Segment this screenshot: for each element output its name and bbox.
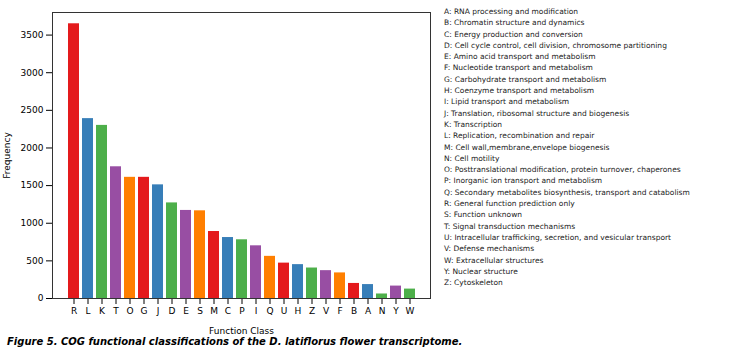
svg-text:U: U <box>281 306 288 316</box>
html-text:M: Cell wall,membrane,envelope: M: Cell wall,membrane,envelope biogenesi… <box>444 142 610 152</box>
html-text:C: Energy production and conve: C: Energy production and conversion <box>444 29 583 39</box>
html-text:H: Coenzyme transport and meta: H: Coenzyme transport and metabolism <box>444 86 595 96</box>
svg-text:500: 500 <box>26 256 43 266</box>
svg-text:R: R <box>71 306 77 316</box>
html-text:V: Defense mechanisms: V: Defense mechanisms <box>444 244 535 254</box>
svg-text:3500: 3500 <box>21 30 44 40</box>
html-text:L: Replication, recombination: L: Replication, recombination and repair <box>444 131 595 141</box>
svg-text:J: J <box>156 306 160 316</box>
svg-text:0: 0 <box>38 293 44 303</box>
html-text:S: Function unknown: S: Function unknown <box>444 210 522 220</box>
svg-text:G: G <box>141 306 148 316</box>
html-text:R: General function prediction: R: General function prediction only <box>444 199 575 208</box>
svg-text:2500: 2500 <box>21 105 44 115</box>
svg-text:H: H <box>295 306 302 316</box>
svg-text:K: K <box>99 306 106 316</box>
svg-text:Q: Q <box>266 306 273 316</box>
html-text:T: Signal transduction mechani: T: Signal transduction mechanisms <box>444 221 576 231</box>
html-text:I: Lipid transport and metabol: I: Lipid transport and metabolism <box>444 97 570 107</box>
html-text:O: Posttranslational modificat: O: Posttranslational modification, prote… <box>444 165 681 175</box>
svg-text:A: A <box>365 306 372 316</box>
html-text:A: RNA processing and modifica: A: RNA processing and modification <box>444 7 579 16</box>
html-text:N: Cell motility: N: Cell motility <box>444 153 500 163</box>
html-text:P: Inorganic ion transport and: P: Inorganic ion transport and metabolis… <box>444 176 603 186</box>
svg-text:O: O <box>126 306 133 316</box>
html-text:D: Cell cycle control, cell di: D: Cell cycle control, cell division, ch… <box>444 40 667 50</box>
svg-text:I: I <box>255 306 258 316</box>
svg-text:1000: 1000 <box>21 218 44 228</box>
svg-text:Function Class: Function Class <box>209 326 274 336</box>
svg-text:2000: 2000 <box>21 143 44 153</box>
svg-text:1500: 1500 <box>21 180 44 190</box>
svg-text:T: T <box>112 306 119 316</box>
html-text:E: Amino acid transport and me: E: Amino acid transport and metabolism <box>444 52 596 62</box>
svg-text:E: E <box>183 306 189 316</box>
svg-text:Z: Z <box>309 306 315 316</box>
html-text:Figure 5. COG functional class: Figure 5. COG functional classifications… <box>7 336 463 347</box>
svg-text:Y: Y <box>392 306 399 316</box>
svg-text:C: C <box>225 306 231 316</box>
svg-text:S: S <box>197 306 203 316</box>
svg-text:L: L <box>85 306 90 316</box>
html-text:Q: Secondary metabolites biosy: Q: Secondary metabolites biosynthesis, t… <box>444 187 690 197</box>
svg-text:Frequency: Frequency <box>2 132 12 179</box>
svg-text:N: N <box>379 306 386 316</box>
html-text:U: Intracellular trafficking,: U: Intracellular trafficking, secretion,… <box>444 232 671 242</box>
html-text:K: Transcription: K: Transcription <box>444 120 503 129</box>
svg-text:3000: 3000 <box>21 68 44 78</box>
html-text:Z: Cytoskeleton: Z: Cytoskeleton <box>444 278 503 288</box>
svg-text:M: M <box>210 306 218 316</box>
svg-text:D: D <box>169 306 176 316</box>
html-text:J: Translation, ribosomal stru: J: Translation, ribosomal structure and … <box>444 108 630 118</box>
html-text:Y: Nuclear structure: Y: Nuclear structure <box>444 266 518 276</box>
svg-text:F: F <box>337 306 342 316</box>
html-text:G: Carbohydrate transport and: G: Carbohydrate transport and metabolism <box>444 74 607 84</box>
svg-text:V: V <box>323 306 330 316</box>
html-text:B: Chromatin structure and dyn: B: Chromatin structure and dynamics <box>444 18 585 28</box>
html-text:F: Nucleotide transport and me: F: Nucleotide transport and metabolism <box>444 63 593 73</box>
svg-text:B: B <box>351 306 357 316</box>
svg-text:P: P <box>239 306 245 316</box>
html-text:W: Extracellular structures: W: Extracellular structures <box>444 255 544 265</box>
svg-text:W: W <box>406 306 415 316</box>
